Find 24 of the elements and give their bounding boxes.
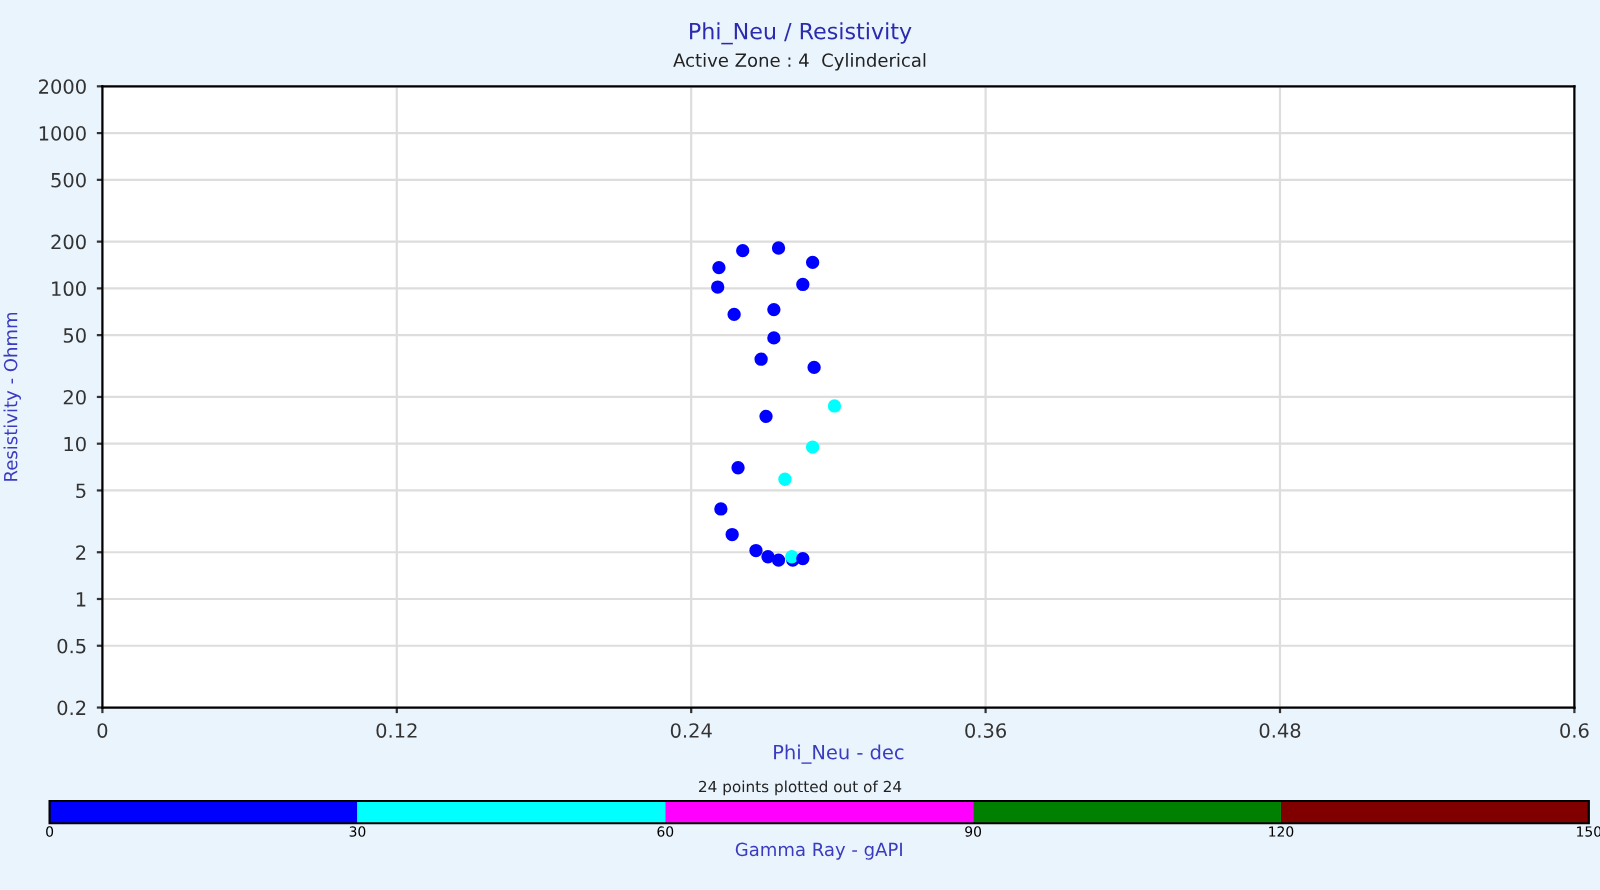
y-tick-label: 500 bbox=[51, 172, 86, 188]
y-tick-label: 5 bbox=[76, 483, 86, 499]
x-axis-title: Phi_Neu - dec bbox=[774, 744, 904, 764]
y-tick-label: 2000 bbox=[39, 79, 86, 94]
x-tick-label: 0.6 bbox=[1560, 723, 1589, 738]
x-tick-label: 0.24 bbox=[670, 723, 712, 738]
x-tick-label: 0.36 bbox=[965, 723, 1007, 738]
y-tick-label: 10 bbox=[64, 436, 86, 452]
chart-subtitle: Active Zone : 4 Cylinderical bbox=[673, 53, 926, 71]
chart-title: Phi_Neu / Resistivity bbox=[690, 22, 912, 45]
y-tick-label: 1 bbox=[76, 592, 86, 607]
y-tick-label: 0.5 bbox=[57, 638, 86, 654]
y-tick-label: 0.2 bbox=[57, 700, 86, 716]
x-tick-label: 0.12 bbox=[376, 723, 417, 738]
y-axis-title: Resistivity - Ohmm bbox=[3, 312, 21, 481]
y-tick-label: 200 bbox=[51, 234, 86, 250]
y-tick-label: 1000 bbox=[39, 126, 86, 141]
x-tick-label: 0.48 bbox=[1259, 723, 1301, 738]
y-tick-label: 100 bbox=[52, 281, 86, 297]
x-tick-label: 0 bbox=[97, 723, 108, 738]
y-tick-label: 20 bbox=[63, 389, 86, 405]
y-tick-label: 50 bbox=[63, 328, 86, 343]
y-tick-label: 2 bbox=[76, 545, 86, 560]
color-bar-title: Gamma Ray - gAPI bbox=[735, 842, 902, 860]
